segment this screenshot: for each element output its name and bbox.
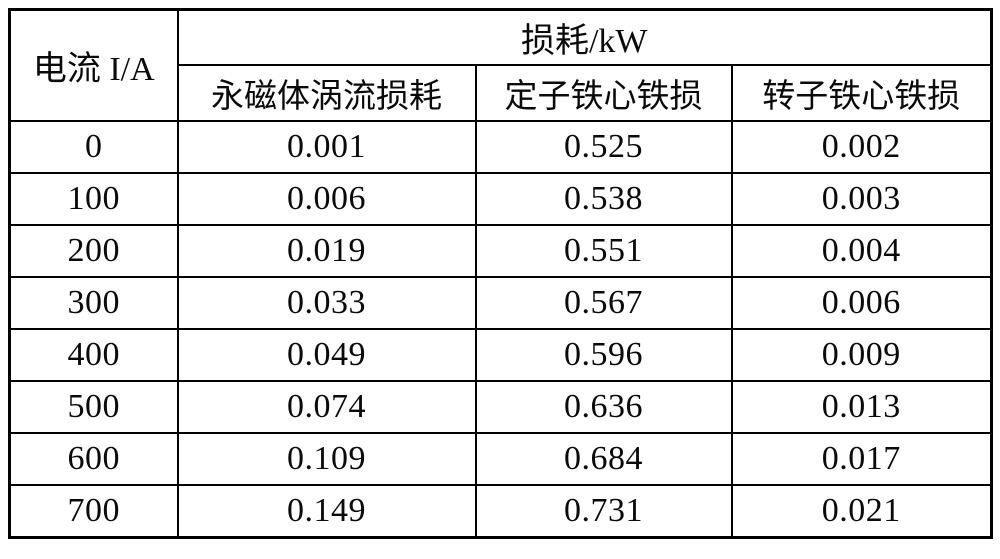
table-row: 600 0.109 0.684 0.017 bbox=[8, 432, 993, 486]
cell-pm-eddy-loss: 0.074 bbox=[176, 380, 477, 434]
table-row: 200 0.019 0.551 0.004 bbox=[8, 224, 993, 278]
col-header-rotor-core-iron-loss: 转子铁心铁损 bbox=[730, 63, 993, 123]
table-row: 500 0.074 0.636 0.013 bbox=[8, 380, 993, 434]
cell-stator-core-iron-loss: 0.567 bbox=[474, 276, 733, 330]
cell-pm-eddy-loss: 0.149 bbox=[176, 484, 477, 539]
col-header-stator-core-iron-loss: 定子铁心铁损 bbox=[474, 63, 733, 123]
cell-rotor-core-iron-loss: 0.021 bbox=[730, 484, 993, 539]
cell-stator-core-iron-loss: 0.636 bbox=[474, 380, 733, 434]
cell-stator-core-iron-loss: 0.551 bbox=[474, 224, 733, 278]
cell-current: 300 bbox=[8, 276, 179, 330]
cell-pm-eddy-loss: 0.006 bbox=[176, 172, 477, 226]
cell-rotor-core-iron-loss: 0.004 bbox=[730, 224, 993, 278]
cell-pm-eddy-loss: 0.109 bbox=[176, 432, 477, 486]
cell-pm-eddy-loss: 0.049 bbox=[176, 328, 477, 382]
cell-pm-eddy-loss: 0.019 bbox=[176, 224, 477, 278]
cell-stator-core-iron-loss: 0.538 bbox=[474, 172, 733, 226]
loss-table: 电流 I/A 损耗/kW 永磁体涡流损耗 定子铁心铁损 转子铁心铁损 0 0.0… bbox=[8, 8, 993, 539]
cell-current: 200 bbox=[8, 224, 179, 278]
group-header-loss-kw: 损耗/kW bbox=[176, 8, 993, 66]
cell-stator-core-iron-loss: 0.525 bbox=[474, 120, 733, 174]
cell-rotor-core-iron-loss: 0.013 bbox=[730, 380, 993, 434]
corner-header-current: 电流 I/A bbox=[8, 8, 179, 122]
cell-current: 100 bbox=[8, 172, 179, 226]
cell-rotor-core-iron-loss: 0.009 bbox=[730, 328, 993, 382]
cell-current: 0 bbox=[8, 120, 179, 174]
cell-stator-core-iron-loss: 0.596 bbox=[474, 328, 733, 382]
table-row: 300 0.033 0.567 0.006 bbox=[8, 276, 993, 330]
col-header-pm-eddy-loss: 永磁体涡流损耗 bbox=[176, 63, 477, 123]
cell-rotor-core-iron-loss: 0.002 bbox=[730, 120, 993, 174]
document-page: 电流 I/A 损耗/kW 永磁体涡流损耗 定子铁心铁损 转子铁心铁损 0 0.0… bbox=[8, 8, 993, 539]
cell-rotor-core-iron-loss: 0.003 bbox=[730, 172, 993, 226]
cell-current: 500 bbox=[8, 380, 179, 434]
cell-rotor-core-iron-loss: 0.006 bbox=[730, 276, 993, 330]
table-row: 100 0.006 0.538 0.003 bbox=[8, 172, 993, 226]
cell-current: 700 bbox=[8, 484, 179, 539]
cell-stator-core-iron-loss: 0.731 bbox=[474, 484, 733, 539]
header-row-group: 电流 I/A 损耗/kW bbox=[8, 8, 993, 122]
cell-current: 400 bbox=[8, 328, 179, 382]
header-row-sub: 永磁体涡流损耗 定子铁心铁损 转子铁心铁损 bbox=[10, 63, 993, 123]
table-row: 400 0.049 0.596 0.009 bbox=[8, 328, 993, 382]
cell-current: 600 bbox=[8, 432, 179, 486]
cell-pm-eddy-loss: 0.033 bbox=[176, 276, 477, 330]
cell-stator-core-iron-loss: 0.684 bbox=[474, 432, 733, 486]
cell-rotor-core-iron-loss: 0.017 bbox=[730, 432, 993, 486]
table-row: 700 0.149 0.731 0.021 bbox=[8, 484, 993, 539]
table-row: 0 0.001 0.525 0.002 bbox=[8, 120, 993, 174]
cell-pm-eddy-loss: 0.001 bbox=[176, 120, 477, 174]
